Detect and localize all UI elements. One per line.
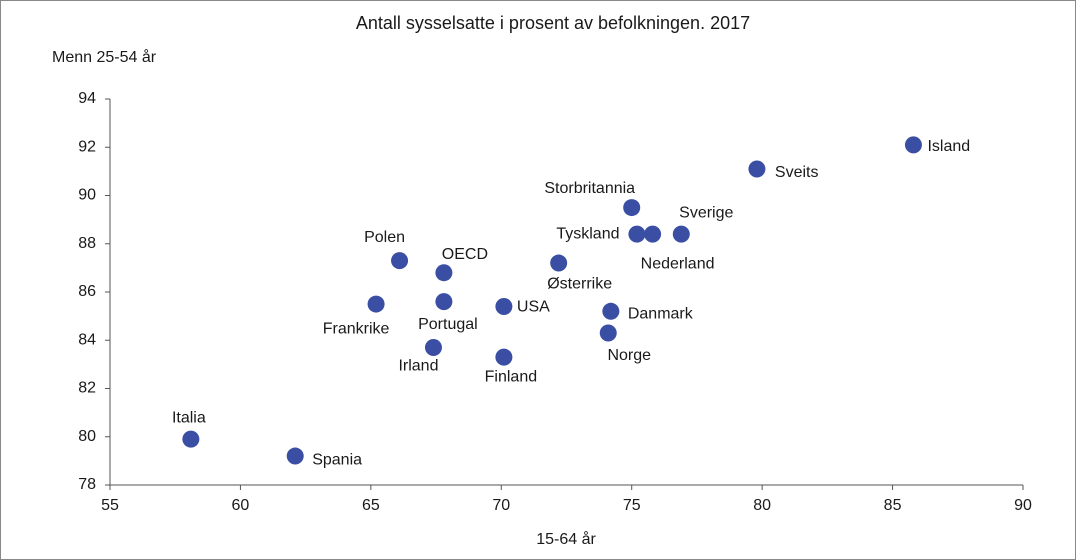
point xyxy=(495,348,513,366)
point-label: Irland xyxy=(398,358,438,375)
point-label: Spania xyxy=(312,451,362,468)
x-axis-label: 15-64 år xyxy=(536,530,596,548)
y-tick-label: 90 xyxy=(78,187,96,204)
point-label: Norge xyxy=(607,347,651,364)
point xyxy=(628,225,646,243)
point xyxy=(424,338,442,356)
point-label: Danmark xyxy=(628,306,694,323)
point xyxy=(623,199,641,217)
y-tick-label: 92 xyxy=(78,138,96,155)
point-label: Finland xyxy=(485,368,537,385)
point-label: Portugal xyxy=(418,316,478,333)
point xyxy=(286,447,304,465)
point-label: Sverige xyxy=(679,204,733,221)
point-label: Nederland xyxy=(641,255,715,272)
y-tick-label: 88 xyxy=(78,235,96,252)
x-tick-label: 75 xyxy=(623,497,641,514)
point xyxy=(391,252,409,270)
x-tick-label: 70 xyxy=(492,497,510,514)
point xyxy=(182,430,200,448)
point xyxy=(672,225,690,243)
point-label: Polen xyxy=(364,229,405,246)
x-tick-label: 60 xyxy=(232,497,250,514)
point-label: Sveits xyxy=(775,164,819,181)
point-label: Frankrike xyxy=(323,320,390,337)
point-label: Island xyxy=(927,138,970,155)
point xyxy=(367,295,385,313)
y-tick-label: 86 xyxy=(78,283,96,300)
point xyxy=(435,264,453,282)
y-tick-label: 80 xyxy=(78,428,96,445)
x-tick-label: 90 xyxy=(1014,497,1032,514)
point xyxy=(435,293,453,311)
point xyxy=(495,297,513,315)
point-label: Tyskland xyxy=(556,225,619,242)
y-tick-label: 94 xyxy=(78,90,96,107)
point-label: Italia xyxy=(172,409,206,426)
chart-title: Antall sysselsatte i prosent av befolkni… xyxy=(356,13,750,33)
point xyxy=(550,254,568,272)
y-tick-label: 84 xyxy=(78,331,96,348)
point xyxy=(599,324,617,342)
x-tick-label: 80 xyxy=(753,497,771,514)
y-axis-label: Menn 25-54 år xyxy=(52,48,157,66)
point-label: USA xyxy=(517,299,550,316)
x-tick-label: 85 xyxy=(884,497,902,514)
point xyxy=(748,160,766,178)
point xyxy=(644,225,662,243)
point-label: OECD xyxy=(442,246,488,263)
point-label: Storbritannia xyxy=(544,180,635,197)
x-tick-label: 65 xyxy=(362,497,380,514)
point xyxy=(904,136,922,154)
point-label: Østerrike xyxy=(547,275,612,292)
point xyxy=(602,302,620,320)
x-tick-label: 55 xyxy=(101,497,119,514)
y-tick-label: 78 xyxy=(78,476,96,493)
y-tick-label: 82 xyxy=(78,380,96,397)
